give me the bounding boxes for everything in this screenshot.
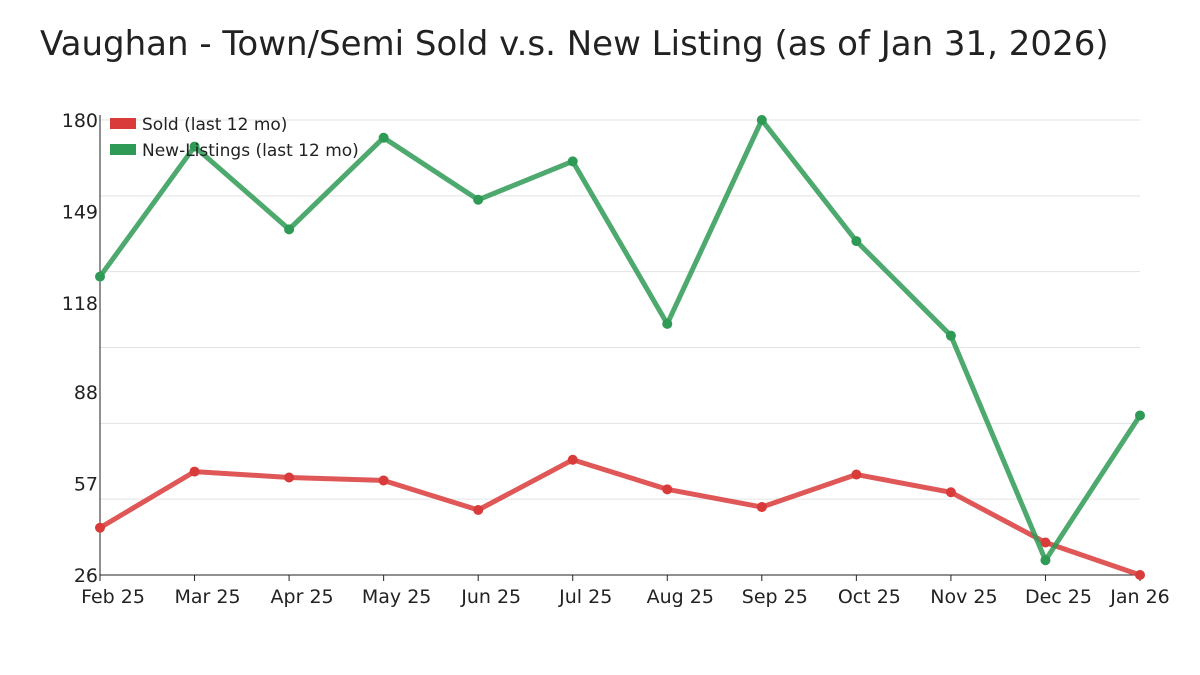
data-point <box>1135 410 1145 421</box>
x-tick-label: Oct 25 <box>838 586 901 608</box>
data-point <box>284 472 295 483</box>
chart-title: Vaughan - Town/Semi Sold v.s. New Listin… <box>40 24 1109 64</box>
y-tick-label: 88 <box>74 382 98 404</box>
data-point <box>1040 555 1051 566</box>
x-tick-label: Dec 25 <box>1025 586 1092 608</box>
data-point <box>473 505 484 515</box>
y-tick-label: 118 <box>62 293 98 315</box>
y-tick-label: 26 <box>74 565 98 587</box>
series-line-new-listings <box>97 117 1143 563</box>
y-tick-label: 57 <box>74 473 98 495</box>
data-point <box>851 469 862 480</box>
x-tick-label: Jan 26 <box>1109 586 1170 608</box>
data-point <box>189 466 200 477</box>
legend-label: New-Listings (last 12 mo) <box>142 141 359 161</box>
x-tick-label: Sep 25 <box>742 586 808 608</box>
legend-label: Sold (last 12 mo) <box>142 115 287 135</box>
data-point <box>851 236 862 247</box>
x-tick-label: Mar 25 <box>175 586 241 608</box>
data-point <box>284 224 295 235</box>
series-line-sold <box>98 457 1141 578</box>
data-point <box>945 330 956 341</box>
data-point <box>189 141 200 152</box>
legend-swatch <box>110 144 136 155</box>
x-tick-label: Feb 25 <box>81 586 145 608</box>
data-point <box>662 484 673 495</box>
data-point <box>756 115 767 125</box>
x-tick-label: Aug 25 <box>647 586 714 608</box>
data-point <box>95 271 105 282</box>
legend-swatch <box>110 118 136 129</box>
x-tick-label: Jun 25 <box>460 586 521 608</box>
x-tick-label: Apr 25 <box>271 586 334 608</box>
data-point <box>945 487 956 498</box>
y-tick-label: 180 <box>62 110 98 132</box>
data-point <box>473 194 484 205</box>
x-tick-label: Jul 25 <box>558 586 612 608</box>
data-point <box>662 318 673 329</box>
data-point <box>378 132 389 143</box>
data-point <box>378 475 389 486</box>
data-point <box>1135 570 1145 580</box>
x-tick-label: Nov 25 <box>930 586 997 608</box>
data-point <box>567 454 578 465</box>
x-tick-label: May 25 <box>362 586 432 608</box>
data-point <box>95 522 105 533</box>
y-tick-label: 149 <box>62 202 98 224</box>
data-point <box>1040 537 1051 548</box>
data-point <box>567 156 578 167</box>
data-point <box>756 502 767 513</box>
